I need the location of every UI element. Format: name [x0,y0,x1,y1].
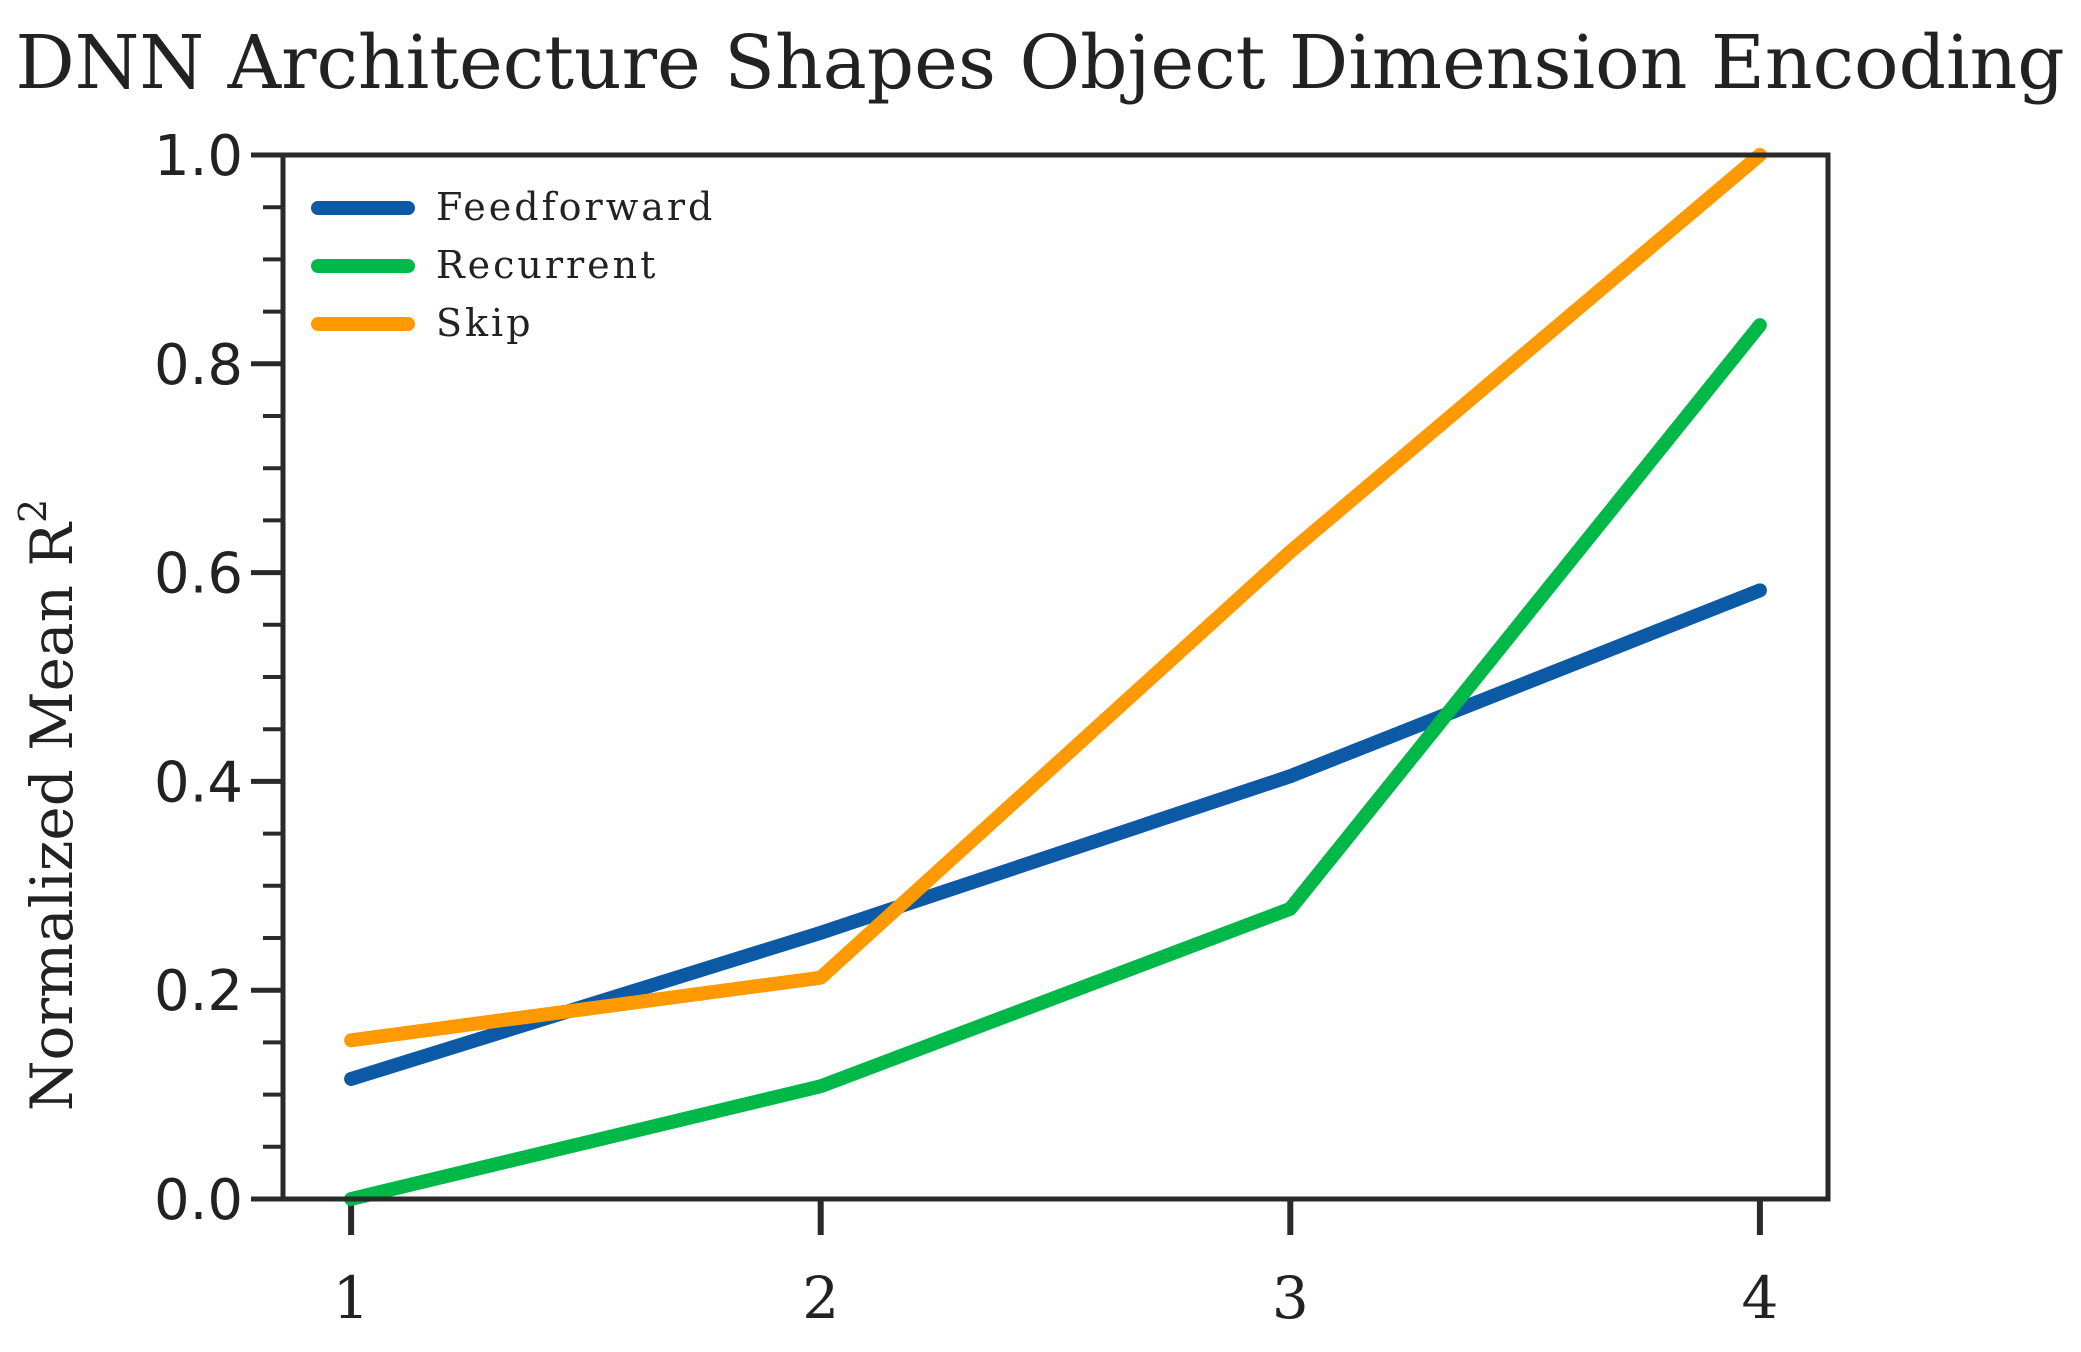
y-tick-label: 0.2 [154,959,243,1024]
y-axis-label-superscript: 2 [11,499,55,523]
legend-label-feedforward: Feedforward [436,185,715,229]
y-axis-label-text: Normalized Mean R [18,521,86,1112]
y-tick-label: 0.6 [154,542,243,607]
x-axis-ticks [348,1199,1763,1235]
y-axis-tick-labels: 0.0 0.2 0.4 0.6 0.8 1.0 [154,124,243,1233]
x-tick-label: 1 [333,1264,370,1332]
y-tick-label: 0.4 [154,750,243,815]
legend-label-recurrent: Recurrent [436,243,658,287]
chart-title: DNN Architecture Shapes Object Dimension… [15,20,2064,106]
y-axis-label: Normalized Mean R2 [11,499,86,1111]
series-line-recurrent [344,318,1767,1206]
y-tick-label: 0.0 [154,1168,243,1233]
svg-text:Normalized Mean R2: Normalized Mean R2 [11,499,86,1111]
series-line-skip [344,148,1767,1048]
y-axis-ticks [251,152,283,1202]
x-tick-label: 3 [1272,1264,1309,1332]
x-tick-label: 2 [802,1264,839,1332]
legend-label-skip: Skip [436,301,534,345]
y-tick-label: 0.8 [154,333,243,398]
series-lines [344,148,1767,1206]
x-tick-label: 4 [1741,1264,1778,1332]
y-tick-label: 1.0 [154,124,243,189]
legend: Feedforward Recurrent Skip [311,185,715,345]
x-axis-tick-labels: 1 2 3 4 [333,1264,1779,1332]
plot-frame [280,152,1831,1202]
